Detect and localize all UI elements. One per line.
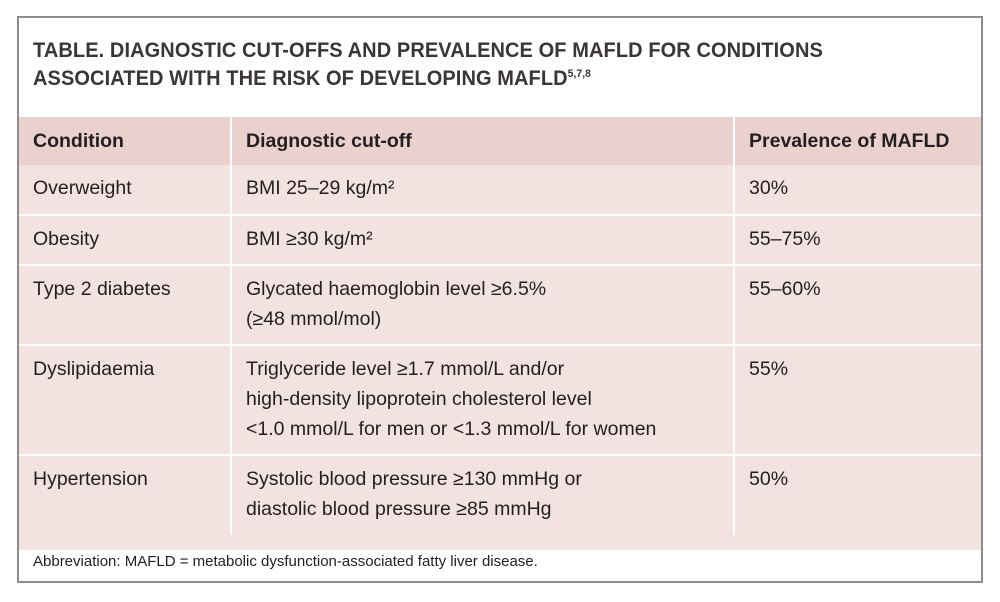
header-condition: Condition	[19, 117, 231, 165]
table-row: Type 2 diabetes Glycated haemoglobin lev…	[19, 264, 981, 345]
cutoff-line: BMI ≥30 kg/m²	[246, 228, 373, 250]
header-diagnostic-cutoff: Diagnostic cut-off	[230, 117, 734, 165]
cell-prevalence: 50%	[733, 454, 981, 535]
cutoff-line: <1.0 mmol/L for men or <1.3 mmol/L for w…	[246, 418, 657, 440]
table-header-row: Condition Diagnostic cut-off Prevalence …	[19, 117, 981, 165]
cutoff-line: BMI 25–29 kg/m²	[246, 177, 395, 199]
cell-cutoff: Systolic blood pressure ≥130 mmHg or dia…	[230, 454, 734, 535]
cell-condition: Obesity	[19, 214, 231, 265]
table-title-block: TABLE. DIAGNOSTIC CUT-OFFS AND PREVALENC…	[19, 18, 981, 108]
data-table: Condition Diagnostic cut-off Prevalence …	[19, 117, 981, 535]
cutoff-line: Glycated haemoglobin level ≥6.5%	[246, 278, 547, 300]
table-title-line2: ASSOCIATED WITH THE RISK OF DEVELOPING M…	[33, 66, 568, 90]
cell-condition: Type 2 diabetes	[19, 264, 231, 345]
cutoff-line: (≥48 mmol/mol)	[246, 308, 382, 330]
table-row: Dyslipidaemia Triglyceride level ≥1.7 mm…	[19, 344, 981, 455]
cell-condition: Overweight	[33, 177, 132, 199]
table-figure: TABLE. DIAGNOSTIC CUT-OFFS AND PREVALENC…	[17, 16, 983, 583]
cutoff-line: high-density lipoprotein cholesterol lev…	[246, 388, 592, 410]
cell-prevalence: 30%	[733, 165, 981, 215]
cell-prevalence: 55–60%	[733, 264, 981, 345]
abbreviation-footnote: Abbreviation: MAFLD = metabolic dysfunct…	[33, 553, 538, 570]
cell-prevalence: 55%	[733, 344, 981, 455]
table-title: TABLE. DIAGNOSTIC CUT-OFFS AND PREVALENC…	[33, 36, 915, 92]
header-prevalence: Prevalence of MAFLD	[733, 117, 981, 165]
table-title-line1: DIAGNOSTIC CUT-OFFS AND PREVALENCE OF MA…	[104, 38, 823, 62]
cutoff-line: diastolic blood pressure ≥85 mmHg	[246, 498, 552, 520]
cutoff-line: Systolic blood pressure ≥130 mmHg or	[246, 468, 582, 490]
cutoff-line: Triglyceride level ≥1.7 mmol/L and/or	[246, 358, 565, 380]
table-row: Hypertension Systolic blood pressure ≥13…	[19, 454, 981, 535]
cell-condition: Hypertension	[19, 454, 231, 535]
cell-cutoff: Triglyceride level ≥1.7 mmol/L and/or hi…	[230, 344, 734, 455]
table-row: Overweight BMI 25–29 kg/m² 30%	[19, 165, 981, 215]
table-row: Obesity BMI ≥30 kg/m² 55–75%	[19, 214, 981, 265]
cell-cutoff: Glycated haemoglobin level ≥6.5% (≥48 mm…	[230, 264, 734, 345]
table-title-prefix: TABLE.	[33, 38, 105, 62]
cell-prevalence: 55–75%	[733, 214, 981, 265]
cell-condition: Dyslipidaemia	[19, 344, 231, 455]
cell-cutoff: BMI ≥30 kg/m²	[230, 214, 734, 265]
cell-cutoff: BMI 25–29 kg/m²	[230, 165, 734, 215]
table-title-references: 5,7,8	[567, 68, 591, 80]
data-table-container: Condition Diagnostic cut-off Prevalence …	[19, 117, 981, 550]
